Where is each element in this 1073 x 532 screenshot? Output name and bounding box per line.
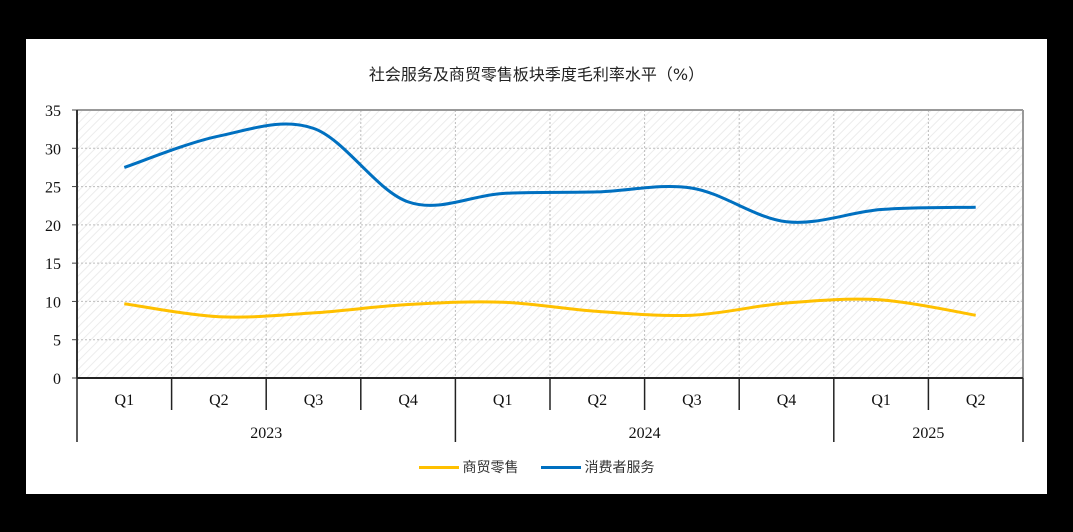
legend: 商贸零售 消费者服务 <box>26 457 1047 477</box>
x-category-label: Q3 <box>304 392 324 409</box>
x-category-label: Q3 <box>682 392 702 409</box>
chart-title: 社会服务及商贸零售板块季度毛利率水平（%） <box>368 65 705 84</box>
y-tick-label: 25 <box>45 180 61 197</box>
y-tick-label: 35 <box>45 103 61 120</box>
x-group-label: 2023 <box>250 425 282 442</box>
y-tick-label: 30 <box>45 141 61 158</box>
legend-swatch-retail <box>418 465 459 469</box>
x-category-label: Q2 <box>209 392 229 409</box>
y-tick-label: 10 <box>45 294 61 311</box>
legend-label-retail: 商贸零售 <box>462 460 519 476</box>
x-group-label: 2025 <box>912 425 944 442</box>
legend-item-retail[interactable]: 商贸零售 <box>418 457 519 477</box>
series-line-retail <box>124 297 976 319</box>
legend-swatch-consumer-services <box>540 465 581 469</box>
legend-item-consumer-services[interactable]: 消费者服务 <box>540 457 655 477</box>
x-category-label: Q4 <box>777 392 797 409</box>
y-tick-label: 5 <box>53 333 61 350</box>
x-category-label: Q2 <box>588 392 608 409</box>
series-line-consumer-services <box>123 122 976 224</box>
x-category-label: Q1 <box>115 392 135 409</box>
x-category-label: Q1 <box>493 392 513 409</box>
x-category-label: Q1 <box>871 392 891 409</box>
y-tick-label: 0 <box>53 371 61 388</box>
y-tick-label: 20 <box>45 218 61 235</box>
x-group-label: 2024 <box>629 425 661 442</box>
legend-label-consumer-services: 消费者服务 <box>584 460 655 476</box>
y-tick-label: 15 <box>45 256 61 273</box>
chart-panel: 社会服务及商贸零售板块季度毛利率水平（%） 0 5 10 15 20 25 30 35 Q1 Q2… <box>26 39 1047 494</box>
x-category-label: Q4 <box>398 392 418 409</box>
x-category-label: Q2 <box>966 392 986 409</box>
